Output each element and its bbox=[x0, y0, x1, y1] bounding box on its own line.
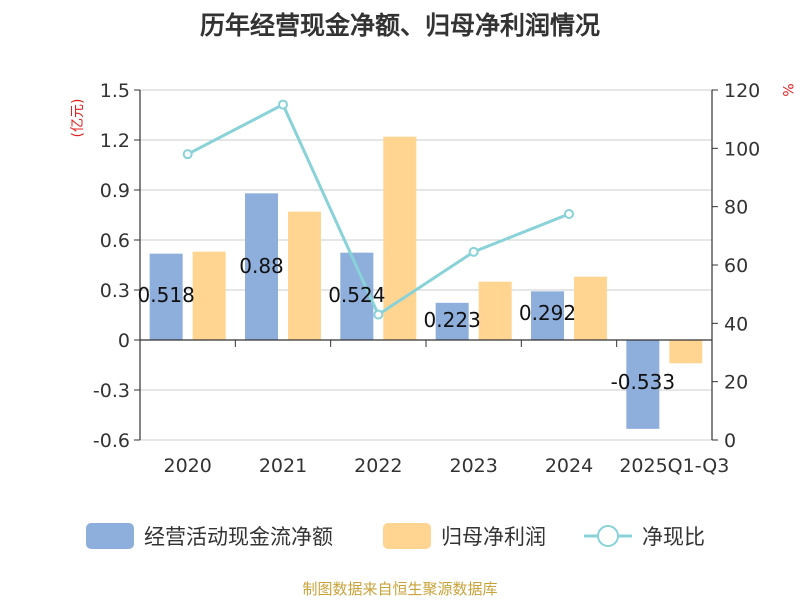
source-note: 制图数据来自恒生聚源数据库 bbox=[302, 580, 498, 598]
cash-flow-data-label: 0.524 bbox=[328, 283, 385, 307]
left-tick-label: 1.2 bbox=[100, 130, 130, 152]
right-tick-label: 100 bbox=[724, 138, 760, 160]
ratio-point bbox=[278, 99, 288, 110]
right-tick-label: 120 bbox=[724, 80, 760, 102]
bar-net-profit bbox=[574, 276, 607, 340]
left-tick-label: 0.9 bbox=[100, 180, 130, 202]
right-tick-label: 20 bbox=[724, 372, 748, 394]
bar-cash-flow bbox=[435, 302, 469, 340]
legend-swatch-cash-flow bbox=[86, 523, 134, 549]
bar-cash-flow bbox=[626, 340, 660, 429]
right-tick-label: 0 bbox=[724, 430, 736, 452]
legend-swatch-net-profit bbox=[383, 523, 431, 549]
category-label: 2025Q1-Q3 bbox=[619, 455, 729, 477]
cash-flow-data-label: 0.88 bbox=[239, 254, 284, 278]
left-tick-label: 0.6 bbox=[100, 230, 130, 252]
right-axis-unit: % bbox=[779, 83, 795, 96]
category-label: 2022 bbox=[354, 455, 402, 477]
right-tick-label: 60 bbox=[724, 255, 748, 277]
category-label: 2020 bbox=[163, 455, 211, 477]
cash-flow-data-label: -0.533 bbox=[611, 370, 675, 394]
legend-label-net-profit: 归母净利润 bbox=[441, 525, 546, 549]
legend-label-cash-flow: 经营活动现金流净额 bbox=[144, 525, 333, 549]
category-label: 2023 bbox=[449, 455, 497, 477]
right-tick-label: 80 bbox=[724, 197, 748, 219]
bar-cash-flow bbox=[245, 193, 278, 340]
ratio-point bbox=[564, 208, 574, 219]
ratio-point bbox=[182, 149, 193, 160]
legend-swatch-ratio-point bbox=[597, 525, 619, 547]
cash-flow-data-label: 0.223 bbox=[424, 308, 481, 332]
left-tick-label: 0.3 bbox=[100, 280, 130, 302]
left-tick-label: 1.5 bbox=[100, 80, 130, 102]
category-label: 2021 bbox=[259, 455, 307, 477]
cash-flow-data-label: 0.292 bbox=[519, 301, 576, 325]
left-tick-label: -0.6 bbox=[93, 430, 130, 452]
left-tick-label: 0 bbox=[118, 330, 130, 352]
bar-net-profit bbox=[288, 211, 321, 340]
bar-net-profit bbox=[669, 340, 703, 364]
cash-flow-data-label: 0.518 bbox=[138, 283, 195, 307]
chart-title: 历年经营现金净额、归母净利润情况 bbox=[199, 11, 600, 40]
bar-cash-flow bbox=[149, 253, 183, 340]
bar-net-profit bbox=[192, 251, 226, 340]
legend-label-ratio: 净现比 bbox=[642, 525, 705, 549]
left-tick-label: -0.3 bbox=[93, 380, 130, 402]
ratio-point bbox=[373, 309, 384, 320]
bar-cash-flow bbox=[531, 291, 564, 340]
left-axis-unit: (亿元) bbox=[70, 99, 86, 138]
ratio-point bbox=[468, 246, 479, 257]
right-tick-label: 40 bbox=[724, 313, 748, 335]
bar-net-profit bbox=[478, 281, 512, 340]
category-label: 2024 bbox=[545, 455, 593, 477]
